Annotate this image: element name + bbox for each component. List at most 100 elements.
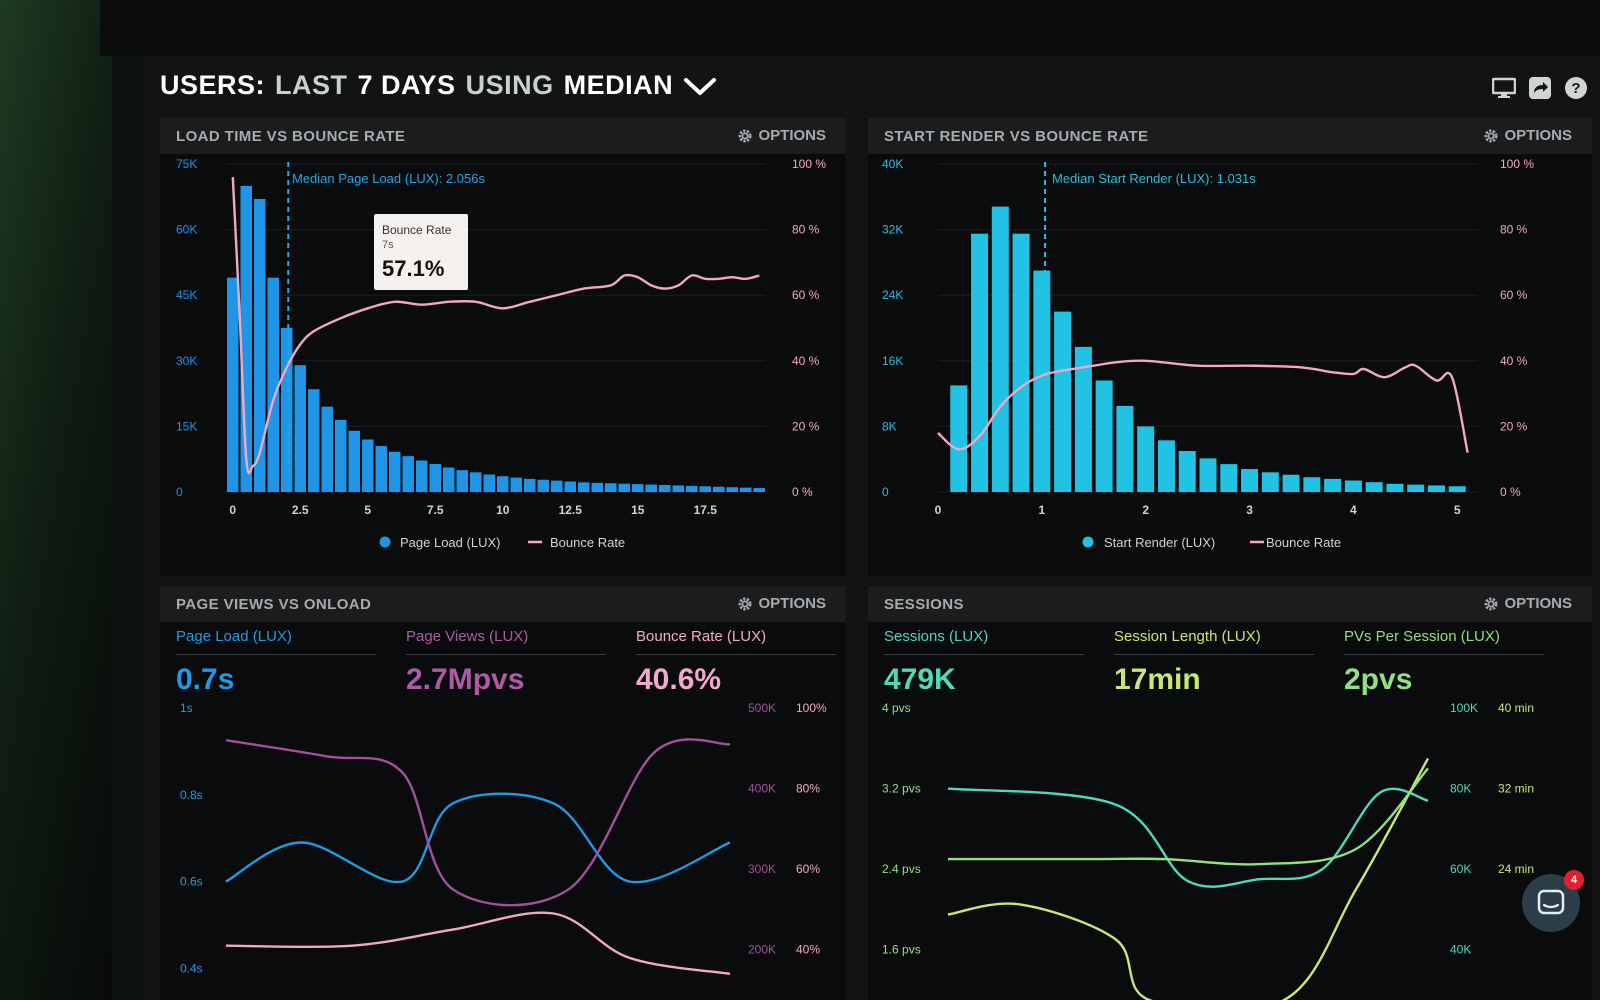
sessions-chart: 1.6 pvs 2.4 pvs 3.2 pvs 4 pvs 40K 60K 80K 100K…	[882, 701, 1534, 1000]
y-right-tick-label: 500K	[748, 701, 776, 715]
series-line	[947, 787, 1429, 888]
metric-value: 40.6%	[636, 663, 722, 696]
y-left-tick-label: 75K	[176, 157, 197, 171]
header-toolbar: ?	[1491, 76, 1588, 100]
y-right2-tick-label: 60%	[796, 862, 820, 876]
options-button[interactable]: OPTIONS	[1484, 127, 1572, 144]
histogram-bar	[362, 439, 374, 492]
chat-launcher-button[interactable]: 4	[1522, 870, 1584, 932]
x-tick-label: 5	[364, 503, 371, 517]
y-right-tick-label: 80 %	[792, 223, 820, 237]
metric-label: Page Views (LUX)	[406, 628, 606, 655]
metric-value: 0.7s	[176, 663, 235, 696]
monitor-icon[interactable]	[1491, 76, 1517, 100]
median-label: Median Start Render (LUX): 1.031s	[1052, 171, 1256, 186]
panel-title: SESSIONS	[884, 596, 964, 613]
histogram-bar	[753, 488, 765, 492]
histogram-bar	[1261, 472, 1279, 492]
histogram-bar	[605, 483, 617, 492]
metric-pvs-per-session: PVs Per Session (LUX) 2pvs	[1344, 628, 1544, 697]
histogram-bar	[971, 233, 989, 492]
chat-icon	[1537, 889, 1565, 915]
histogram-bar	[1427, 485, 1445, 492]
chevron-down-icon[interactable]	[683, 75, 717, 97]
y-right-tick-label: 40 %	[1500, 354, 1528, 368]
histogram-bar	[1116, 405, 1134, 492]
histogram-bar	[375, 446, 387, 492]
histogram-bar	[1282, 474, 1300, 492]
tooltip-title: Bounce Rate	[382, 223, 452, 237]
y-right-tick-label: 80K	[1450, 782, 1471, 796]
histogram-bar	[348, 430, 360, 492]
x-tick-label: 5	[1454, 503, 1461, 517]
load-time-panel: LOAD TIME VS BOUNCE RATE OPTIONS 0 15K 30K…	[160, 118, 846, 576]
y-right2-tick-label: 24 min	[1498, 862, 1534, 876]
histogram-bar	[1241, 469, 1259, 492]
metric-label: Bounce Rate (LUX)	[636, 628, 836, 655]
y-right-tick-label: 60 %	[1500, 288, 1528, 302]
x-tick-label: 1	[1039, 503, 1046, 517]
page-views-panel: PAGE VIEWS VS ONLOAD OPTIONS Page Load (…	[160, 586, 846, 1000]
histogram-bar	[510, 477, 522, 492]
metric-bounce-rate: Bounce Rate (LUX) 40.6%	[636, 628, 836, 697]
histogram-bar	[537, 479, 549, 492]
histogram-bar	[578, 482, 590, 492]
series-line	[948, 767, 1429, 866]
histogram-bar	[564, 481, 576, 492]
histogram-bar	[1386, 483, 1404, 492]
y-right-tick-label: 40K	[1450, 943, 1471, 957]
legend-line-label: Bounce Rate	[550, 535, 625, 550]
histogram-bar	[1178, 451, 1196, 492]
y-right2-tick-label: 40%	[796, 943, 820, 957]
start-render-chart: 0 8K 16K 24K 32K 40K 0 % 20 % 40 % 60 % 80 % 100 %…	[882, 157, 1534, 550]
histogram-bar	[686, 485, 698, 492]
options-button[interactable]: OPTIONS	[738, 127, 826, 144]
metric-value: 2.7Mpvs	[406, 663, 525, 696]
dashboard-screen: USERS: LAST 7 DAYS USING MEDIAN ? LOAD T…	[144, 56, 1600, 1000]
histogram-bar	[1033, 270, 1051, 492]
options-label: OPTIONS	[758, 127, 826, 144]
options-label: OPTIONS	[1504, 595, 1572, 612]
y-left-tick-label: 8K	[882, 419, 897, 433]
page-views-chart: 0.4s 0.6s 0.8s 1s 200K 300K 400K 500K 40% 60% 80…	[180, 701, 827, 975]
metric-page-views: Page Views (LUX) 2.7Mpvs	[406, 628, 606, 697]
y-right2-tick-label: 80%	[796, 782, 820, 796]
help-icon[interactable]: ?	[1564, 76, 1588, 100]
y-left-tick-label: 0	[882, 485, 889, 499]
share-icon[interactable]	[1528, 76, 1552, 100]
x-tick-label: 0	[229, 503, 236, 517]
histogram-bar	[1012, 233, 1030, 492]
metric-value: 2pvs	[1344, 663, 1413, 696]
period-selector[interactable]: 7 DAYS	[357, 70, 456, 100]
histogram-bar	[483, 474, 495, 492]
histogram-bar	[713, 486, 725, 492]
histogram-bar	[429, 464, 441, 492]
y-right2-tick-label: 40 min	[1498, 701, 1534, 715]
options-button[interactable]: OPTIONS	[738, 595, 826, 612]
histogram-bar	[699, 486, 711, 492]
gear-icon	[738, 597, 752, 610]
notification-badge: 4	[1564, 870, 1584, 890]
y-right-tick-label: 0 %	[1500, 485, 1521, 499]
y-left-tick-label: 24K	[882, 288, 903, 302]
y-left-tick-label: 0.8s	[180, 788, 203, 802]
histogram-bar	[456, 470, 468, 492]
options-button[interactable]: OPTIONS	[1484, 595, 1572, 612]
y-left-tick-label: 32K	[882, 223, 903, 237]
options-label: OPTIONS	[1504, 127, 1572, 144]
histogram-bar	[1365, 482, 1383, 492]
panel-title: LOAD TIME VS BOUNCE RATE	[176, 128, 406, 145]
metric-value: 17min	[1114, 663, 1201, 696]
histogram-bar	[389, 451, 401, 492]
panel-title: PAGE VIEWS VS ONLOAD	[176, 596, 372, 613]
panel-header: START RENDER VS BOUNCE RATE OPTIONS	[868, 118, 1592, 154]
histogram-bar	[1220, 464, 1238, 492]
start-render-panel: START RENDER VS BOUNCE RATE OPTIONS 0 8K 1…	[868, 118, 1592, 576]
histogram-bar	[281, 328, 293, 492]
y-left-tick-label: 0	[176, 485, 183, 499]
y-left-tick-label: 15K	[176, 419, 197, 433]
aggregation-selector[interactable]: MEDIAN	[563, 70, 674, 100]
histogram-bar	[1407, 484, 1425, 492]
x-tick-label: 15	[631, 503, 645, 517]
histogram-bar	[672, 485, 684, 492]
